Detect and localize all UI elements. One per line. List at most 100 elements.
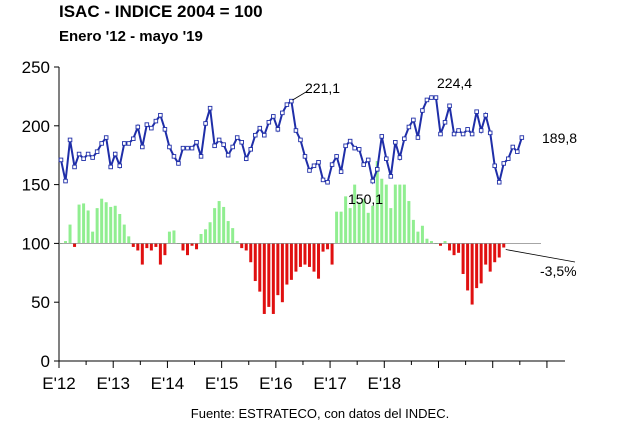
bar bbox=[195, 243, 199, 250]
line-point bbox=[302, 154, 308, 159]
line-point bbox=[492, 163, 497, 169]
bar bbox=[68, 224, 72, 244]
line-point bbox=[284, 102, 290, 107]
line-point bbox=[90, 155, 95, 160]
line-point bbox=[515, 149, 520, 154]
callout-line bbox=[505, 249, 576, 263]
line-point bbox=[230, 144, 235, 150]
line-point bbox=[316, 160, 321, 165]
annotation-min-2016: 150,1 bbox=[348, 191, 383, 207]
labels: 221,1 150,1 224,4 189,8 -3,5% bbox=[292, 75, 577, 279]
line-point bbox=[221, 142, 226, 147]
line-point bbox=[162, 127, 168, 132]
annotation-max-2018: 224,4 bbox=[437, 75, 472, 91]
line-point bbox=[185, 145, 190, 151]
bar bbox=[326, 243, 330, 250]
bar bbox=[213, 208, 217, 244]
bar bbox=[95, 208, 99, 244]
bar bbox=[475, 243, 479, 289]
line-point bbox=[384, 156, 389, 161]
bar bbox=[375, 161, 379, 244]
bar bbox=[398, 184, 402, 244]
bar bbox=[429, 241, 433, 244]
bar bbox=[262, 243, 266, 314]
chart-title: ISAC - INDICE 2004 = 100 bbox=[59, 2, 263, 21]
bar bbox=[466, 243, 470, 291]
bar bbox=[443, 241, 447, 244]
line-point bbox=[365, 157, 371, 163]
bar-series bbox=[59, 161, 506, 314]
line-point bbox=[243, 156, 249, 161]
line-point bbox=[438, 131, 443, 137]
bar bbox=[280, 243, 284, 303]
bar bbox=[167, 231, 171, 244]
line-point bbox=[429, 95, 434, 100]
annotation-last-change: -3,5% bbox=[540, 263, 577, 279]
line-point bbox=[311, 163, 317, 169]
x-tick-label: E'13 bbox=[96, 374, 130, 393]
line-point bbox=[121, 141, 127, 146]
line-point bbox=[99, 141, 104, 146]
line-point bbox=[216, 137, 222, 143]
annotation-max-2015: 221,1 bbox=[305, 80, 340, 96]
line-point bbox=[144, 122, 150, 127]
line-point bbox=[465, 127, 470, 132]
line-point bbox=[329, 162, 335, 167]
annotation-last-value: 189,8 bbox=[542, 130, 577, 146]
line-point bbox=[496, 179, 502, 185]
bar bbox=[131, 243, 135, 247]
bar bbox=[64, 241, 68, 244]
bar bbox=[448, 243, 452, 251]
line-point bbox=[189, 145, 195, 151]
bar bbox=[86, 210, 90, 244]
bar bbox=[145, 243, 149, 249]
line-point bbox=[375, 167, 380, 172]
line-point bbox=[442, 120, 448, 125]
line-point bbox=[397, 155, 403, 160]
bar bbox=[240, 243, 244, 249]
bar bbox=[298, 243, 302, 267]
line-point bbox=[103, 135, 109, 140]
line-point bbox=[379, 134, 385, 139]
line-point bbox=[420, 108, 425, 113]
bar bbox=[303, 243, 307, 265]
line-point bbox=[275, 127, 281, 132]
bar bbox=[181, 243, 185, 251]
bar bbox=[307, 243, 311, 267]
bar bbox=[493, 243, 497, 263]
bar bbox=[470, 243, 474, 305]
bar bbox=[416, 231, 420, 244]
line-point bbox=[320, 177, 326, 183]
bar bbox=[109, 206, 113, 244]
line-point bbox=[207, 105, 213, 111]
bar bbox=[366, 212, 370, 244]
line-point bbox=[94, 149, 100, 154]
line-point bbox=[411, 117, 416, 123]
line-point bbox=[257, 125, 263, 131]
line-point bbox=[388, 174, 394, 179]
line-point bbox=[510, 144, 516, 150]
line-point bbox=[81, 156, 86, 161]
line-point bbox=[158, 112, 163, 118]
line-point bbox=[519, 135, 525, 140]
bar bbox=[457, 243, 461, 253]
bar bbox=[488, 243, 492, 272]
bar bbox=[163, 243, 167, 256]
line-point bbox=[248, 147, 253, 152]
line-point bbox=[334, 154, 339, 159]
bar bbox=[353, 184, 357, 244]
source-note: Fuente: ESTRATECO, con datos del INDEC. bbox=[190, 406, 450, 421]
line-point bbox=[85, 151, 91, 157]
line-point bbox=[176, 161, 181, 166]
bar bbox=[339, 211, 343, 244]
bar bbox=[118, 214, 122, 244]
bar bbox=[199, 233, 203, 244]
bar bbox=[348, 208, 352, 244]
bar bbox=[231, 228, 235, 244]
line-point bbox=[415, 135, 421, 140]
line-point bbox=[108, 164, 113, 170]
bar bbox=[235, 241, 239, 244]
line-point bbox=[433, 95, 439, 100]
line-path bbox=[60, 96, 523, 185]
